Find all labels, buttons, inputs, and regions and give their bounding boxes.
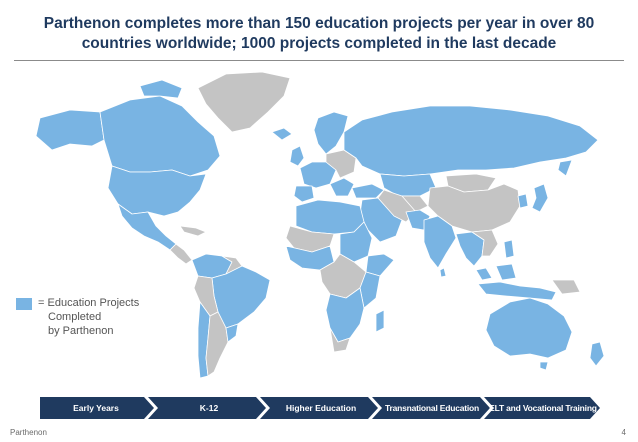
- kazakhstan-region: [379, 173, 437, 197]
- chevron-elt-vocational: [484, 397, 600, 419]
- western-europe-region: [299, 161, 337, 189]
- slide-title: Parthenon completes more than 150 educat…: [0, 14, 638, 54]
- scandinavia-region: [313, 111, 349, 155]
- alaska-region: [35, 109, 105, 151]
- philippines-region: [503, 239, 515, 259]
- chevron-early-years: [40, 397, 154, 419]
- chevron-k12: [148, 397, 266, 419]
- title-divider: [14, 60, 624, 61]
- indochina-region: [471, 229, 499, 257]
- italy-balkans-region: [329, 177, 355, 197]
- stage-label-k12: K-12: [199, 403, 219, 413]
- legend-line-3: by Parthenon: [48, 325, 114, 337]
- footer-brand: Parthenon: [10, 428, 47, 437]
- canada-arctic-islands: [139, 79, 183, 99]
- iceland-region: [271, 127, 293, 141]
- title-line-2: countries worldwide; 1000 projects compl…: [81, 35, 557, 52]
- chevron-higher-education: [260, 397, 378, 419]
- stage-chevrons: Early Years K-12 Higher Education Transn…: [40, 397, 600, 419]
- russia-region: [343, 105, 599, 177]
- north-africa-region: [295, 199, 365, 235]
- canada-region: [99, 95, 221, 177]
- sri-lanka-region: [439, 267, 447, 278]
- madagascar-region: [375, 309, 385, 333]
- title-line-1: Parthenon completes more than 150 educat…: [43, 15, 595, 32]
- iberia-region: [293, 185, 315, 203]
- borneo-region: [495, 263, 517, 281]
- world-map: [35, 71, 605, 379]
- uk-ireland-region: [289, 145, 305, 167]
- papua-region: [551, 279, 581, 295]
- malaysia-region: [475, 267, 493, 281]
- uruguay-paraguay-region: [225, 323, 239, 343]
- new-zealand-region: [589, 341, 605, 367]
- legend-equals: =: [38, 297, 45, 309]
- russia-far-east-island: [557, 159, 573, 177]
- tasmania-region: [539, 361, 549, 371]
- south-africa-region: [329, 327, 351, 353]
- southern-africa-region: [325, 287, 365, 343]
- legend-line-2: Completed: [48, 311, 102, 323]
- japan-region: [531, 183, 549, 213]
- page-number: 4: [621, 428, 626, 437]
- central-america-region: [169, 243, 193, 265]
- stage-label-elt-vocational: ELT and Vocational Training: [489, 403, 597, 413]
- argentina-region: [205, 311, 229, 377]
- stage-label-higher-education: Higher Education: [285, 403, 357, 413]
- horn-of-africa-region: [365, 253, 395, 277]
- stage-label-early-years: Early Years: [73, 403, 119, 413]
- korea-region: [517, 193, 529, 209]
- chevron-transnational-education: [372, 397, 490, 419]
- greenland-region: [197, 71, 291, 133]
- stage-label-transnational-education: Transnational Education: [384, 403, 480, 413]
- turkey-region: [351, 183, 385, 199]
- legend-swatch: [16, 298, 32, 310]
- legend-line-1: Education Projects: [47, 297, 140, 309]
- india-region: [423, 215, 457, 269]
- indonesia-region: [477, 281, 557, 301]
- australia-region: [485, 297, 573, 359]
- legend-text: = Education Projects Completed by Parthe…: [38, 296, 139, 338]
- caribbean-region: [179, 225, 207, 237]
